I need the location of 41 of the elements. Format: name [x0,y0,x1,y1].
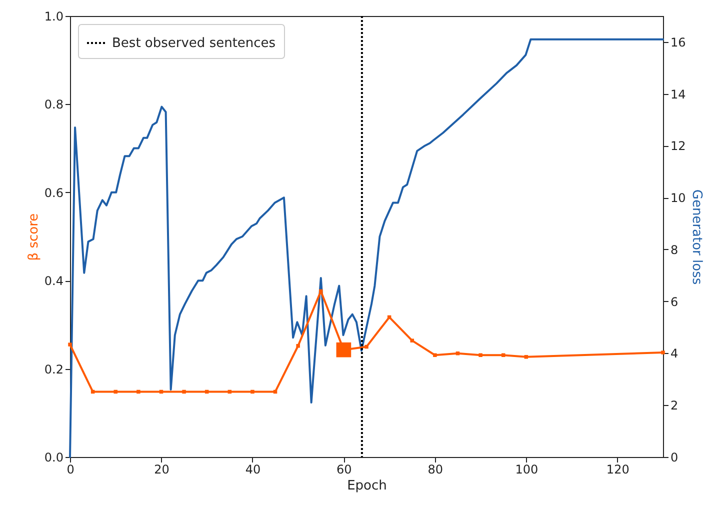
point [433,353,437,357]
y2-tick-label: 14 [670,87,686,102]
y-tick-label: 0.2 [44,362,64,376]
x-tick-label: 20 [154,462,170,476]
y2-tick-label: 10 [670,191,686,206]
point [68,342,72,346]
line-series [69,38,664,458]
x-tick-label: 120 [606,462,630,476]
x-tick-label: 0 [66,462,74,476]
x-tick-label: 60 [336,462,352,476]
x-tick-label: 40 [245,462,261,476]
y2-tick-label: 0 [670,450,678,464]
x-axis-title: Epoch [347,478,387,494]
y-tick-label: 1.0 [44,10,64,24]
point [364,344,368,349]
point [524,355,528,359]
point [296,344,300,348]
point [136,390,140,394]
point [661,350,665,354]
x-tick-label: 80 [428,462,444,476]
y-tick-label: 0.8 [44,98,64,112]
y-axis-title: β score [26,213,42,261]
y2-tick-label: 6 [670,294,678,309]
ref-line-label: Best observed sentences [112,36,276,51]
y2-tick-label: 12 [670,139,686,154]
y2-tick-label: 16 [670,35,686,50]
y-tick-label: 0.4 [44,274,64,288]
x-tick-label: 100 [515,462,538,476]
point [336,342,352,358]
point [319,289,323,294]
y2-axis-title: Generator loss [688,189,704,285]
point [250,390,254,394]
point [478,353,482,357]
y-tick-label: 0.0 [44,450,64,464]
y2-tick-label: 8 [670,242,678,257]
point [114,390,118,394]
y-tick-label: 0.6 [44,186,64,200]
point [182,390,186,394]
point [410,338,414,342]
y2-tick-label: 2 [670,398,678,413]
y2-tick-label: 4 [670,346,678,361]
